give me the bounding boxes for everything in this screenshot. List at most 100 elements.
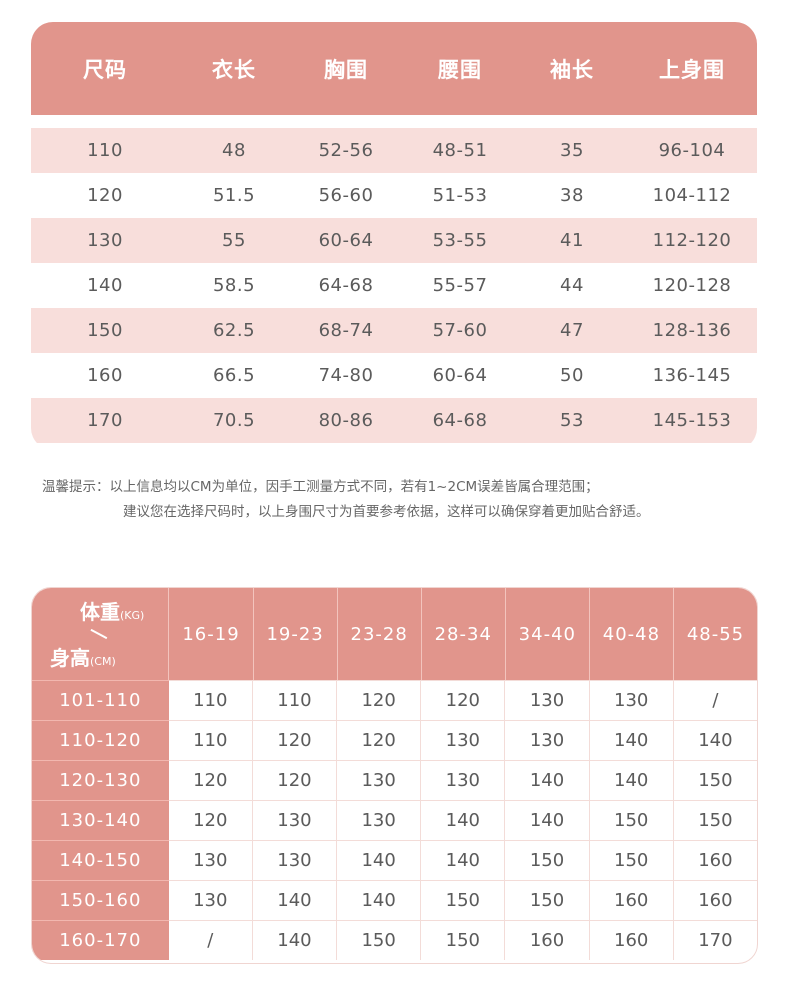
size-value: 120 (253, 761, 338, 800)
cell-sleeve: 44 (560, 275, 584, 296)
cell-length: 62.5 (212, 320, 256, 341)
cell-size: 130 (87, 230, 123, 251)
cell-length: 48 (222, 140, 246, 161)
cell-sleeve: 47 (560, 320, 584, 341)
size-chart-table: 尺码 衣长 胸围 腰围 袖长 上身围 110 48 52-56 48-51 35… (31, 22, 757, 450)
size-value: 160 (698, 890, 733, 911)
size-value: 140 (253, 881, 338, 920)
size-value: 160 (505, 921, 590, 960)
size-value: 130 (253, 801, 338, 840)
cell-body-girth: 104-112 (652, 185, 732, 206)
size-value: 130 (421, 761, 506, 800)
cell-chest: 60-64 (318, 230, 374, 251)
cell-waist: 60-64 (432, 365, 488, 386)
height-range: 130-140 (32, 800, 169, 840)
cell-size: 110 (87, 140, 123, 161)
cell-sleeve: 53 (560, 410, 584, 431)
size-value: 170 (698, 930, 733, 951)
size-value: 150 (505, 841, 590, 880)
height-unit: (CM) (90, 655, 116, 668)
height-range: 110-120 (32, 720, 169, 760)
cell-size: 160 (87, 365, 123, 386)
size-value: 130 (169, 841, 253, 880)
cell-chest: 74-80 (318, 365, 374, 386)
weight-column-header: 23-28 (338, 588, 422, 680)
header-body-girth: 上身围 (659, 57, 725, 82)
size-value: 140 (421, 801, 506, 840)
cell-length: 66.5 (212, 365, 256, 386)
size-value: 150 (590, 841, 674, 880)
weight-column-header: 16-19 (169, 588, 254, 680)
table-row: 130-140 120 130 130 140 140 150 150 (32, 800, 757, 840)
cell-length: 70.5 (212, 410, 256, 431)
size-value: 160 (698, 850, 733, 871)
table-row: 101-110 110 110 120 120 130 130 / (32, 680, 757, 720)
cell-length: 58.5 (212, 275, 256, 296)
size-value: 140 (505, 761, 590, 800)
note-line-1: 温馨提示：以上信息均以CM为单位，因手工测量方式不同，若有1~2CM误差皆属合理… (42, 475, 650, 495)
cell-chest: 56-60 (318, 185, 374, 206)
size-note: 温馨提示：以上信息均以CM为单位，因手工测量方式不同，若有1~2CM误差皆属合理… (42, 475, 650, 520)
cell-waist: 64-68 (432, 410, 488, 431)
note-text-1: 以上信息均以CM为单位，因手工测量方式不同，若有1~2CM误差皆属合理范围； (109, 479, 599, 495)
cell-body-girth: 128-136 (652, 320, 732, 341)
table-row: 120-130 120 120 130 130 140 140 150 (32, 760, 757, 800)
cell-waist: 48-51 (432, 140, 488, 161)
size-value: 150 (505, 881, 590, 920)
weight-column-header: 34-40 (506, 588, 590, 680)
weight-label: 体重(KG) (80, 600, 145, 624)
size-value: 140 (421, 841, 506, 880)
size-value: 140 (505, 801, 590, 840)
cell-waist: 57-60 (432, 320, 488, 341)
table-row: 140-150 130 130 140 140 150 150 160 (32, 840, 757, 880)
size-value: 160 (590, 921, 674, 960)
table-row: 150-160 130 140 140 150 150 160 160 (32, 880, 757, 920)
size-value: 120 (169, 801, 253, 840)
cell-size: 170 (87, 410, 123, 431)
size-value: 160 (590, 881, 674, 920)
size-value: 120 (421, 681, 506, 720)
weight-height-header: 体重(KG) 身高(CM) 16-19 19-23 23-28 28-34 34… (32, 588, 757, 680)
weight-height-table: 体重(KG) 身高(CM) 16-19 19-23 23-28 28-34 34… (31, 587, 758, 964)
cell-body-girth: 136-145 (652, 365, 732, 386)
cell-size: 120 (87, 185, 123, 206)
size-value: 110 (253, 681, 338, 720)
size-value: / (169, 921, 253, 960)
note-line-2: 建议您在选择尺码时，以上身围尺寸为首要参考依据，这样可以确保穿着更加贴合舒适。 (123, 504, 650, 520)
cell-chest: 64-68 (318, 275, 374, 296)
size-value: 140 (590, 721, 674, 760)
cell-size: 140 (87, 275, 123, 296)
table-row: 160-170 / 140 150 150 160 160 170 (32, 920, 757, 960)
header-length: 衣长 (212, 57, 256, 82)
size-value: 150 (698, 810, 733, 831)
height-range: 140-150 (32, 840, 169, 880)
table-row: 140 58.5 64-68 55-57 44 120-128 (31, 263, 757, 308)
weight-column-header: 19-23 (254, 588, 338, 680)
size-value: 130 (590, 681, 674, 720)
table-row: 130 55 60-64 53-55 41 112-120 (31, 218, 757, 263)
corner-divider (90, 628, 108, 639)
cell-body-girth: 145-153 (652, 410, 732, 431)
cell-chest: 80-86 (318, 410, 374, 431)
size-value: 150 (337, 921, 422, 960)
height-label: 身高(CM) (50, 646, 116, 670)
size-value: 120 (253, 721, 338, 760)
header-waist: 腰围 (438, 57, 482, 82)
size-value: 130 (505, 681, 590, 720)
table-row: 120 51.5 56-60 51-53 38 104-112 (31, 173, 757, 218)
cell-chest: 52-56 (318, 140, 374, 161)
table-row: 160 66.5 74-80 60-64 50 136-145 (31, 353, 757, 398)
size-value: 150 (590, 801, 674, 840)
size-value: 130 (421, 721, 506, 760)
size-value: 110 (169, 721, 253, 760)
cell-sleeve: 35 (560, 140, 584, 161)
height-range: 160-170 (32, 920, 169, 960)
size-value: 140 (337, 841, 422, 880)
cell-body-girth: 96-104 (658, 140, 726, 161)
size-value: 110 (169, 681, 253, 720)
cell-length: 51.5 (212, 185, 256, 206)
size-value: 140 (253, 921, 338, 960)
table-row: 110 48 52-56 48-51 35 96-104 (31, 128, 757, 173)
header-chest: 胸围 (324, 57, 368, 82)
height-range: 120-130 (32, 760, 169, 800)
